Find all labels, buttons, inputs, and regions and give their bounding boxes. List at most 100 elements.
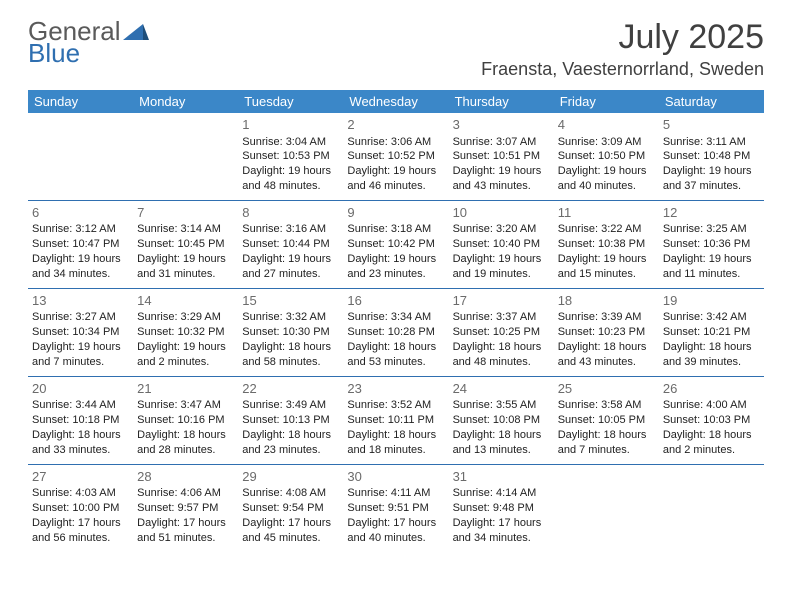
calendar-cell: 23Sunrise: 3:52 AMSunset: 10:11 PMDaylig… — [343, 376, 448, 464]
title-block: July 2025 Fraensta, Vaesternorrland, Swe… — [481, 18, 764, 80]
day-number: 3 — [453, 116, 550, 134]
day-number: 4 — [558, 116, 655, 134]
sunrise-text: Sunrise: 3:06 AM — [347, 135, 444, 150]
calendar-cell: 22Sunrise: 3:49 AMSunset: 10:13 PMDaylig… — [238, 376, 343, 464]
sunset-text: Sunset: 10:40 PM — [453, 237, 550, 252]
calendar-cell: 15Sunrise: 3:32 AMSunset: 10:30 PMDaylig… — [238, 288, 343, 376]
daylight-text: Daylight: 18 hours and 18 minutes. — [347, 428, 444, 458]
sunset-text: Sunset: 10:51 PM — [453, 149, 550, 164]
calendar-cell: 20Sunrise: 3:44 AMSunset: 10:18 PMDaylig… — [28, 376, 133, 464]
calendar-cell: 6Sunrise: 3:12 AMSunset: 10:47 PMDayligh… — [28, 200, 133, 288]
sunset-text: Sunset: 10:25 PM — [453, 325, 550, 340]
page-header: General Blue July 2025 Fraensta, Vaester… — [28, 18, 764, 80]
sunrise-text: Sunrise: 3:18 AM — [347, 222, 444, 237]
sunrise-text: Sunrise: 3:22 AM — [558, 222, 655, 237]
sunset-text: Sunset: 10:00 PM — [32, 501, 129, 516]
calendar-cell: 2Sunrise: 3:06 AMSunset: 10:52 PMDayligh… — [343, 113, 448, 200]
sunrise-text: Sunrise: 3:12 AM — [32, 222, 129, 237]
day-number: 5 — [663, 116, 760, 134]
sunrise-text: Sunrise: 3:34 AM — [347, 310, 444, 325]
sunrise-text: Sunrise: 3:58 AM — [558, 398, 655, 413]
sunrise-text: Sunrise: 3:20 AM — [453, 222, 550, 237]
sunset-text: Sunset: 10:47 PM — [32, 237, 129, 252]
sunset-text: Sunset: 10:18 PM — [32, 413, 129, 428]
calendar-page: General Blue July 2025 Fraensta, Vaester… — [0, 0, 792, 612]
day-number: 2 — [347, 116, 444, 134]
sunset-text: Sunset: 10:16 PM — [137, 413, 234, 428]
calendar-cell — [28, 113, 133, 200]
calendar-row: 13Sunrise: 3:27 AMSunset: 10:34 PMDaylig… — [28, 288, 764, 376]
daylight-text: Daylight: 19 hours and 7 minutes. — [32, 340, 129, 370]
sunrise-text: Sunrise: 3:52 AM — [347, 398, 444, 413]
sunset-text: Sunset: 10:05 PM — [558, 413, 655, 428]
sunrise-text: Sunrise: 3:29 AM — [137, 310, 234, 325]
daylight-text: Daylight: 19 hours and 40 minutes. — [558, 164, 655, 194]
calendar-cell: 11Sunrise: 3:22 AMSunset: 10:38 PMDaylig… — [554, 200, 659, 288]
calendar-row: 20Sunrise: 3:44 AMSunset: 10:18 PMDaylig… — [28, 376, 764, 464]
day-number: 15 — [242, 292, 339, 310]
daylight-text: Daylight: 17 hours and 34 minutes. — [453, 516, 550, 546]
day-number: 29 — [242, 468, 339, 486]
calendar-cell: 14Sunrise: 3:29 AMSunset: 10:32 PMDaylig… — [133, 288, 238, 376]
sunrise-text: Sunrise: 3:27 AM — [32, 310, 129, 325]
sunset-text: Sunset: 10:45 PM — [137, 237, 234, 252]
brand-logo: General Blue — [28, 18, 149, 66]
sunrise-text: Sunrise: 3:07 AM — [453, 135, 550, 150]
sunrise-text: Sunrise: 4:00 AM — [663, 398, 760, 413]
calendar-cell: 30Sunrise: 4:11 AMSunset: 9:51 PMDayligh… — [343, 464, 448, 551]
calendar-cell: 26Sunrise: 4:00 AMSunset: 10:03 PMDaylig… — [659, 376, 764, 464]
day-number: 28 — [137, 468, 234, 486]
sunset-text: Sunset: 10:23 PM — [558, 325, 655, 340]
day-number: 14 — [137, 292, 234, 310]
day-number: 11 — [558, 204, 655, 222]
location-subtitle: Fraensta, Vaesternorrland, Sweden — [481, 59, 764, 80]
day-number: 9 — [347, 204, 444, 222]
day-number: 8 — [242, 204, 339, 222]
sunset-text: Sunset: 9:54 PM — [242, 501, 339, 516]
calendar-cell: 17Sunrise: 3:37 AMSunset: 10:25 PMDaylig… — [449, 288, 554, 376]
sunrise-text: Sunrise: 3:42 AM — [663, 310, 760, 325]
calendar-cell: 1Sunrise: 3:04 AMSunset: 10:53 PMDayligh… — [238, 113, 343, 200]
sunrise-text: Sunrise: 3:04 AM — [242, 135, 339, 150]
sunset-text: Sunset: 10:03 PM — [663, 413, 760, 428]
daylight-text: Daylight: 18 hours and 33 minutes. — [32, 428, 129, 458]
sunrise-text: Sunrise: 3:25 AM — [663, 222, 760, 237]
sunrise-text: Sunrise: 4:06 AM — [137, 486, 234, 501]
calendar-cell: 5Sunrise: 3:11 AMSunset: 10:48 PMDayligh… — [659, 113, 764, 200]
calendar-cell: 21Sunrise: 3:47 AMSunset: 10:16 PMDaylig… — [133, 376, 238, 464]
daylight-text: Daylight: 18 hours and 53 minutes. — [347, 340, 444, 370]
weekday-header: Thursday — [449, 90, 554, 113]
daylight-text: Daylight: 18 hours and 13 minutes. — [453, 428, 550, 458]
day-number: 21 — [137, 380, 234, 398]
sunset-text: Sunset: 10:42 PM — [347, 237, 444, 252]
month-title: July 2025 — [481, 18, 764, 57]
daylight-text: Daylight: 17 hours and 56 minutes. — [32, 516, 129, 546]
sunrise-text: Sunrise: 3:14 AM — [137, 222, 234, 237]
daylight-text: Daylight: 18 hours and 23 minutes. — [242, 428, 339, 458]
calendar-cell — [659, 464, 764, 551]
sunset-text: Sunset: 10:28 PM — [347, 325, 444, 340]
daylight-text: Daylight: 17 hours and 40 minutes. — [347, 516, 444, 546]
calendar-cell: 28Sunrise: 4:06 AMSunset: 9:57 PMDayligh… — [133, 464, 238, 551]
daylight-text: Daylight: 19 hours and 34 minutes. — [32, 252, 129, 282]
day-number: 27 — [32, 468, 129, 486]
daylight-text: Daylight: 18 hours and 28 minutes. — [137, 428, 234, 458]
daylight-text: Daylight: 19 hours and 31 minutes. — [137, 252, 234, 282]
daylight-text: Daylight: 18 hours and 48 minutes. — [453, 340, 550, 370]
daylight-text: Daylight: 17 hours and 45 minutes. — [242, 516, 339, 546]
sunrise-text: Sunrise: 4:03 AM — [32, 486, 129, 501]
weekday-header: Wednesday — [343, 90, 448, 113]
sunset-text: Sunset: 10:38 PM — [558, 237, 655, 252]
sunrise-text: Sunrise: 3:55 AM — [453, 398, 550, 413]
sunset-text: Sunset: 10:08 PM — [453, 413, 550, 428]
daylight-text: Daylight: 19 hours and 43 minutes. — [453, 164, 550, 194]
daylight-text: Daylight: 19 hours and 11 minutes. — [663, 252, 760, 282]
day-number: 23 — [347, 380, 444, 398]
day-number: 26 — [663, 380, 760, 398]
day-number: 1 — [242, 116, 339, 134]
daylight-text: Daylight: 19 hours and 27 minutes. — [242, 252, 339, 282]
calendar-row: 1Sunrise: 3:04 AMSunset: 10:53 PMDayligh… — [28, 113, 764, 200]
sunset-text: Sunset: 10:52 PM — [347, 149, 444, 164]
daylight-text: Daylight: 19 hours and 2 minutes. — [137, 340, 234, 370]
sunrise-text: Sunrise: 4:11 AM — [347, 486, 444, 501]
